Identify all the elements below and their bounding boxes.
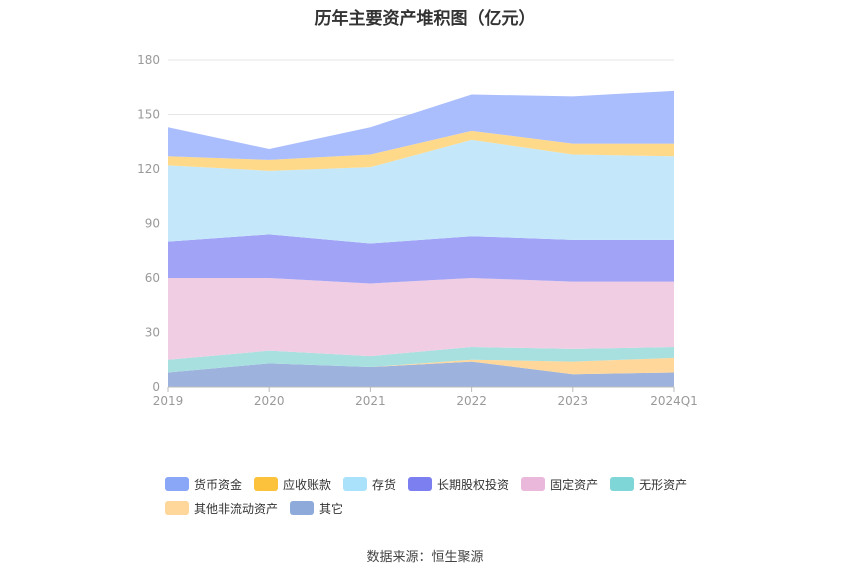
legend-item[interactable]: 长期股权投资 <box>408 476 509 493</box>
legend-label: 其他非流动资产 <box>194 501 279 516</box>
chart-title: 历年主要资产堆积图（亿元） <box>314 9 536 29</box>
legend-swatch <box>408 477 433 491</box>
legend-item[interactable]: 货币资金 <box>165 476 242 493</box>
area-series <box>168 139 674 244</box>
legend-row-2: 其他非流动资产 其它 <box>165 496 725 520</box>
legend-label: 其它 <box>319 501 344 516</box>
chart-legend: 货币资金 应收账款 存货 长期股权投资 固定资产 无形资产 其他非流动资产 <box>165 472 725 520</box>
data-source-note: 数据来源：恒生聚源 <box>366 550 484 565</box>
x-tick-label: 2019 <box>153 394 184 408</box>
area-series <box>168 130 674 171</box>
y-tick-label: 90 <box>145 217 160 231</box>
y-tick-label: 180 <box>137 53 160 67</box>
y-tick-label: 60 <box>145 271 160 285</box>
area-series <box>168 357 674 375</box>
legend-item[interactable]: 应收账款 <box>254 476 331 493</box>
y-tick-label: 120 <box>137 162 160 176</box>
area-series <box>168 278 674 360</box>
area-series <box>168 234 674 284</box>
legend-item[interactable]: 存货 <box>343 476 396 493</box>
y-tick-label: 150 <box>137 108 160 122</box>
legend-swatch <box>290 501 315 515</box>
y-tick-label: 0 <box>152 380 160 394</box>
x-tick-label: 2023 <box>558 394 589 408</box>
x-tick-label: 2021 <box>355 394 386 408</box>
legend-swatch <box>610 477 635 491</box>
area-series <box>168 90 674 160</box>
legend-label: 存货 <box>372 477 397 492</box>
legend-swatch <box>165 501 189 515</box>
x-tick-label: 2024Q1 <box>650 394 698 408</box>
area-series <box>168 361 674 387</box>
legend-label: 应收账款 <box>283 477 332 492</box>
legend-swatch <box>254 477 279 491</box>
legend-label: 货币资金 <box>194 477 243 492</box>
legend-item[interactable]: 无形资产 <box>610 476 687 493</box>
y-tick-label: 30 <box>145 326 160 340</box>
x-tick-label: 2020 <box>254 394 285 408</box>
legend-label: 长期股权投资 <box>437 477 510 492</box>
x-tick-label: 2022 <box>456 394 487 408</box>
stacked-area-chart: 0 30 60 90 120 150 180 2019 2020 2021 2022 2023 2024… <box>137 53 698 408</box>
legend-row-1: 货币资金 应收账款 存货 长期股权投资 固定资产 无形资产 <box>165 472 725 496</box>
legend-item[interactable]: 其它 <box>290 500 343 517</box>
legend-swatch <box>521 477 546 491</box>
legend-item[interactable]: 固定资产 <box>521 476 598 493</box>
legend-swatch <box>343 477 368 491</box>
legend-label: 固定资产 <box>550 477 599 492</box>
area-series <box>168 347 674 373</box>
legend-item[interactable]: 其他非流动资产 <box>165 500 278 517</box>
legend-swatch <box>165 477 189 491</box>
legend-label: 无形资产 <box>639 477 688 492</box>
